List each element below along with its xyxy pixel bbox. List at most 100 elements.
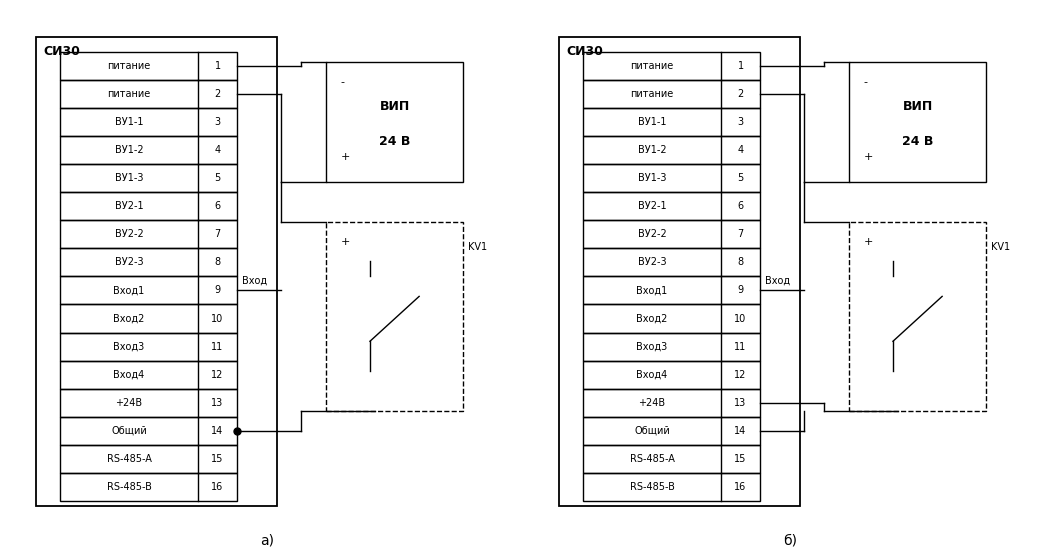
Text: Вход2: Вход2 <box>113 314 144 324</box>
Text: Вход: Вход <box>242 275 268 285</box>
Text: +: + <box>863 152 872 162</box>
Bar <box>61 445 237 473</box>
Bar <box>61 332 237 361</box>
Text: ВУ2-1: ВУ2-1 <box>115 201 143 211</box>
Text: +: + <box>863 237 872 247</box>
Text: ВУ1-2: ВУ1-2 <box>115 145 143 155</box>
Text: Вход1: Вход1 <box>113 285 144 295</box>
Text: ВУ1-1: ВУ1-1 <box>638 117 666 127</box>
Bar <box>584 164 760 192</box>
Bar <box>61 361 237 389</box>
Bar <box>584 389 760 417</box>
Text: 2: 2 <box>737 89 744 99</box>
Bar <box>61 52 237 80</box>
Text: 24 В: 24 В <box>379 135 410 148</box>
Text: б): б) <box>782 534 797 548</box>
Text: 2: 2 <box>214 89 221 99</box>
Text: -: - <box>863 77 867 87</box>
Text: ВУ2-3: ВУ2-3 <box>115 258 143 268</box>
Text: 14: 14 <box>211 425 224 435</box>
Bar <box>584 332 760 361</box>
Bar <box>61 276 237 305</box>
Text: 12: 12 <box>734 370 747 379</box>
Bar <box>325 222 463 411</box>
Text: Вход1: Вход1 <box>636 285 667 295</box>
Text: Вход2: Вход2 <box>636 314 667 324</box>
Text: ВУ2-1: ВУ2-1 <box>638 201 666 211</box>
Bar <box>325 62 463 182</box>
Text: KV1: KV1 <box>469 242 487 252</box>
Text: ВИП: ВИП <box>903 100 933 114</box>
Text: 14: 14 <box>734 425 747 435</box>
Text: Вход4: Вход4 <box>636 370 667 379</box>
Text: 7: 7 <box>214 229 221 239</box>
Text: СИ30: СИ30 <box>43 44 79 58</box>
Bar <box>584 305 760 332</box>
Bar <box>584 361 760 389</box>
Bar <box>584 248 760 276</box>
Text: 12: 12 <box>211 370 224 379</box>
Text: 16: 16 <box>734 482 747 492</box>
Text: а): а) <box>259 534 274 548</box>
Bar <box>848 222 986 411</box>
Text: Общий: Общий <box>111 425 146 435</box>
Text: ВУ1-2: ВУ1-2 <box>638 145 666 155</box>
Text: ВУ1-3: ВУ1-3 <box>115 173 143 183</box>
Text: RS-485-A: RS-485-A <box>630 454 675 464</box>
Text: +24В: +24В <box>638 398 665 408</box>
Text: 15: 15 <box>211 454 224 464</box>
Text: СИ30: СИ30 <box>566 44 602 58</box>
Bar <box>848 62 986 182</box>
Bar <box>584 417 760 445</box>
Text: ВИП: ВИП <box>380 100 410 114</box>
Bar <box>584 136 760 164</box>
Bar <box>584 108 760 136</box>
Bar <box>61 136 237 164</box>
Bar <box>584 52 760 80</box>
Bar <box>36 37 276 506</box>
Text: +24В: +24В <box>115 398 142 408</box>
Text: ВУ2-2: ВУ2-2 <box>638 229 666 239</box>
Bar <box>61 389 237 417</box>
Bar <box>584 276 760 305</box>
Bar <box>61 192 237 220</box>
Text: 11: 11 <box>211 342 224 352</box>
Text: 9: 9 <box>214 285 221 295</box>
Bar <box>584 220 760 248</box>
Text: питание: питание <box>631 61 674 71</box>
Text: Вход4: Вход4 <box>113 370 144 379</box>
Text: ВУ1-3: ВУ1-3 <box>638 173 666 183</box>
Text: -: - <box>341 77 344 87</box>
Text: питание: питание <box>108 61 151 71</box>
Text: 6: 6 <box>737 201 744 211</box>
Bar <box>61 305 237 332</box>
Text: ВУ1-1: ВУ1-1 <box>115 117 143 127</box>
Text: 5: 5 <box>737 173 744 183</box>
Text: питание: питание <box>108 89 151 99</box>
Text: +: + <box>341 237 349 247</box>
Text: 8: 8 <box>214 258 221 268</box>
Text: 5: 5 <box>214 173 221 183</box>
Bar <box>61 248 237 276</box>
Bar <box>559 37 799 506</box>
Text: 13: 13 <box>734 398 747 408</box>
Text: 8: 8 <box>737 258 744 268</box>
Bar <box>61 417 237 445</box>
Text: RS-485-A: RS-485-A <box>107 454 152 464</box>
Bar <box>61 473 237 501</box>
Text: 10: 10 <box>734 314 747 324</box>
Text: 3: 3 <box>214 117 221 127</box>
Text: RS-485-B: RS-485-B <box>630 482 675 492</box>
Text: 6: 6 <box>214 201 221 211</box>
Text: 9: 9 <box>737 285 744 295</box>
Text: RS-485-B: RS-485-B <box>107 482 152 492</box>
Bar <box>61 220 237 248</box>
Text: 4: 4 <box>214 145 221 155</box>
Text: 7: 7 <box>737 229 744 239</box>
Text: 24 В: 24 В <box>902 135 933 148</box>
Text: +: + <box>341 152 349 162</box>
Bar <box>584 80 760 108</box>
Bar <box>61 108 237 136</box>
Text: 1: 1 <box>214 61 221 71</box>
Text: Общий: Общий <box>634 425 669 435</box>
